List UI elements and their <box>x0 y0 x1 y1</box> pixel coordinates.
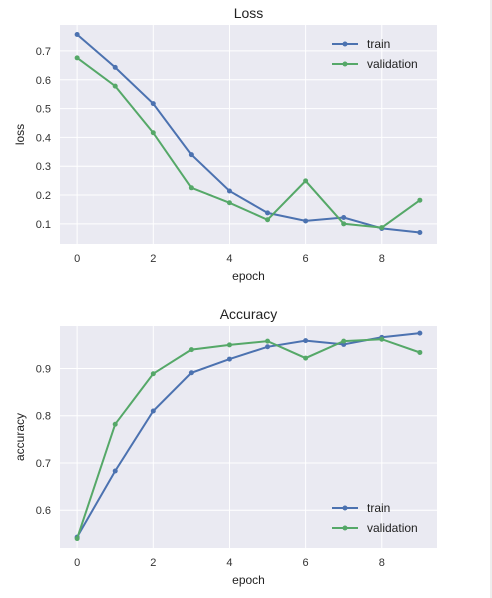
data-point-train <box>265 344 271 350</box>
legend-label-train: train <box>367 37 390 51</box>
data-point-validation <box>303 355 309 361</box>
x-axis-label: epoch <box>232 573 265 587</box>
data-point-train <box>74 32 80 38</box>
y-tick-label: 0.7 <box>36 458 51 470</box>
data-point-validation <box>150 371 156 377</box>
chart-title: Loss <box>234 5 264 21</box>
x-tick-label: 6 <box>303 253 309 265</box>
series-line-train <box>76 33 421 234</box>
x-tick-label: 4 <box>226 253 232 265</box>
data-point-validation <box>417 197 423 203</box>
data-point-train <box>112 468 118 474</box>
data-point-validation <box>112 83 118 89</box>
y-tick-label: 0.3 <box>36 161 51 173</box>
y-axis-label: accuracy <box>13 413 27 461</box>
data-point-validation <box>74 55 80 61</box>
data-point-validation <box>150 130 156 136</box>
y-tick-label: 0.7 <box>36 46 51 58</box>
page-edge <box>490 0 492 598</box>
data-point-validation <box>303 178 309 184</box>
plot-area <box>60 25 437 244</box>
x-tick-label: 0 <box>74 253 80 265</box>
data-point-train <box>417 229 423 235</box>
data-point-validation <box>265 338 271 344</box>
legend-label-validation: validation <box>367 57 418 71</box>
y-tick-label: 0.5 <box>36 104 51 116</box>
data-point-validation <box>341 338 347 344</box>
legend-marker-validation <box>342 525 348 531</box>
x-tick-label: 6 <box>303 557 309 569</box>
series-line-validation <box>76 56 421 229</box>
data-point-validation <box>417 349 423 355</box>
data-point-validation <box>226 200 232 206</box>
data-point-train <box>112 64 118 70</box>
data-point-train <box>226 356 232 362</box>
y-tick-label: 0.6 <box>36 505 51 517</box>
x-tick-label: 0 <box>74 557 80 569</box>
data-point-train <box>341 214 347 220</box>
x-axis-label: epoch <box>232 269 265 283</box>
chart-title: Accuracy <box>220 306 278 322</box>
data-point-validation <box>341 221 347 227</box>
y-axis-label: loss <box>13 124 27 145</box>
legend-marker-validation <box>342 61 348 67</box>
data-point-validation <box>188 347 194 353</box>
data-point-validation <box>188 185 194 191</box>
data-point-validation <box>226 342 232 348</box>
data-point-train <box>417 330 423 336</box>
data-point-train <box>226 188 232 194</box>
data-point-train <box>303 218 309 224</box>
data-point-validation <box>379 225 385 231</box>
data-point-train <box>303 338 309 344</box>
y-tick-label: 0.6 <box>36 75 51 87</box>
data-point-validation <box>265 217 271 223</box>
plot-area <box>60 326 437 548</box>
data-point-validation <box>74 536 80 542</box>
data-point-train <box>265 210 271 216</box>
y-tick-label: 0.1 <box>36 219 51 231</box>
legend-marker-train <box>342 41 348 47</box>
data-point-validation <box>112 421 118 427</box>
data-point-train <box>188 370 194 376</box>
x-tick-label: 2 <box>150 557 156 569</box>
loss-chart: 0 2 4 6 8 0.1 0.2 0.3 0.4 0.5 0.6 0.7 Loss epoch loss t… <box>13 5 437 283</box>
x-tick-label: 8 <box>379 253 385 265</box>
data-point-validation <box>379 336 385 342</box>
x-tick-label: 4 <box>226 557 232 569</box>
x-tick-label: 2 <box>150 253 156 265</box>
legend-marker-train <box>342 505 348 511</box>
series-line-validation <box>76 338 421 539</box>
data-point-train <box>150 101 156 107</box>
data-point-train <box>188 152 194 158</box>
legend-label-train: train <box>367 501 390 515</box>
y-tick-label: 0.2 <box>36 190 51 202</box>
y-tick-label: 0.4 <box>36 132 51 144</box>
legend-label-validation: validation <box>367 521 418 535</box>
y-tick-label: 0.8 <box>36 411 51 423</box>
y-tick-label: 0.9 <box>36 364 51 376</box>
accuracy-chart: 0 2 4 6 8 0.6 0.7 0.8 0.9 Accuracy epoch accuracy tr… <box>13 306 437 587</box>
x-tick-label: 8 <box>379 557 385 569</box>
data-point-train <box>150 408 156 414</box>
